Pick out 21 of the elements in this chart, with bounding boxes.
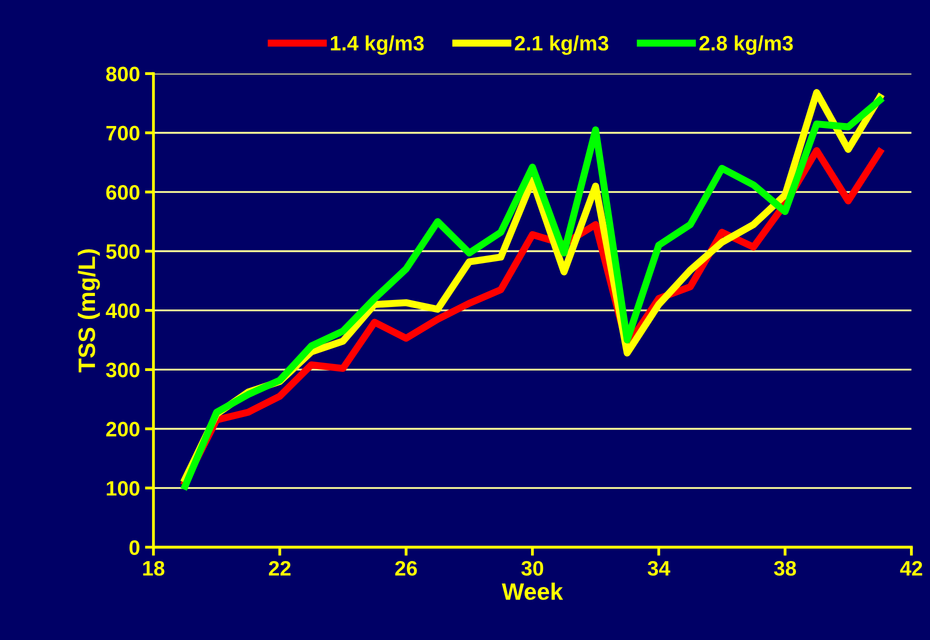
- legend-label: 2.1 kg/m3: [514, 35, 608, 55]
- x-tick-label: 38: [774, 560, 796, 576]
- y-tick-label: 0: [129, 540, 140, 555]
- y-tick-label: 200: [106, 422, 140, 437]
- y-tick-label: 300: [106, 362, 140, 378]
- x-axis-title: Week: [502, 582, 564, 600]
- legend-label: 1.4 kg/m3: [330, 35, 424, 55]
- y-axis-title: TSS (mg/L): [78, 249, 100, 372]
- x-tick-label: 42: [900, 560, 922, 576]
- y-tick-label: 100: [106, 481, 140, 496]
- x-tick-label: 26: [395, 560, 417, 576]
- y-tick-label: 700: [106, 126, 140, 141]
- x-tick-label: 30: [521, 560, 544, 576]
- x-tick-label: 22: [268, 560, 291, 576]
- legend-label: 2.8 kg/m3: [699, 35, 793, 55]
- x-tick-label: 18: [143, 560, 164, 576]
- y-tick-label: 600: [106, 185, 140, 200]
- x-tick-label: 34: [648, 560, 670, 576]
- y-tick-label: 500: [106, 244, 140, 259]
- y-tick-label: 800: [106, 66, 140, 82]
- y-tick-label: 400: [106, 303, 140, 318]
